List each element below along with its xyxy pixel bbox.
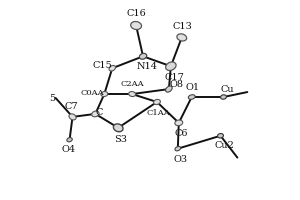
Text: C: C [95, 108, 103, 117]
Text: N14: N14 [136, 62, 158, 71]
Ellipse shape [166, 62, 176, 71]
Text: O3: O3 [173, 155, 187, 164]
Ellipse shape [166, 86, 172, 92]
Text: O1: O1 [186, 83, 200, 92]
Text: Cu: Cu [220, 85, 234, 94]
Ellipse shape [92, 111, 99, 117]
Ellipse shape [101, 92, 108, 97]
Ellipse shape [188, 95, 195, 99]
Ellipse shape [69, 114, 76, 120]
Text: C1AA: C1AA [146, 109, 170, 117]
Text: C2AA: C2AA [121, 80, 144, 88]
Text: Cu2: Cu2 [214, 141, 234, 150]
Ellipse shape [113, 124, 123, 132]
Text: O4: O4 [61, 145, 76, 154]
Ellipse shape [131, 21, 142, 30]
Text: C15: C15 [92, 61, 112, 70]
Ellipse shape [220, 95, 226, 99]
Text: C7: C7 [65, 102, 78, 111]
Ellipse shape [175, 120, 183, 126]
Text: O8: O8 [169, 80, 183, 89]
Ellipse shape [218, 134, 224, 138]
Text: 5: 5 [50, 94, 56, 103]
Ellipse shape [175, 146, 181, 151]
Text: S3: S3 [114, 135, 127, 144]
Text: C0AA: C0AA [81, 89, 104, 97]
Ellipse shape [140, 53, 147, 59]
Text: C13: C13 [173, 22, 193, 31]
Ellipse shape [154, 99, 160, 105]
Text: C17: C17 [165, 73, 185, 82]
Ellipse shape [67, 138, 72, 142]
Ellipse shape [109, 65, 116, 71]
Text: C16: C16 [127, 9, 147, 18]
Text: C6: C6 [174, 129, 188, 138]
Ellipse shape [177, 34, 187, 41]
Ellipse shape [129, 92, 136, 97]
